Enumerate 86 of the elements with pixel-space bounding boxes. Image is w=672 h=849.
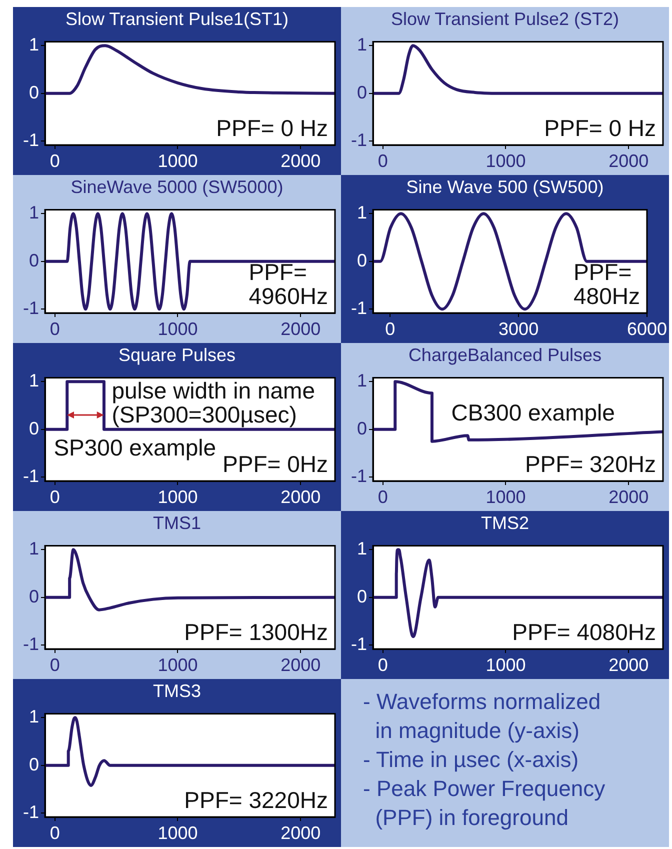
x-tick-label: 1000: [486, 486, 526, 507]
x-tick-label: 0: [385, 318, 396, 339]
x-tick-label: 3000: [498, 318, 539, 339]
chart-title: Slow Transient Pulse1(ST1): [64, 8, 290, 31]
chart-title: SineWave 5000 (SW5000): [70, 176, 284, 199]
annotation: PPF= 0 Hz: [544, 115, 656, 141]
y-tick-label: 1: [356, 370, 367, 391]
x-tick-label: 2000: [280, 318, 321, 339]
x-tick-label: 1000: [158, 486, 198, 507]
y-tick-label: -1: [22, 634, 39, 654]
x-tick-label: 1000: [486, 150, 526, 171]
x-tick-label: 6000: [626, 318, 667, 339]
chart-title: Square Pulses: [117, 344, 237, 367]
x-tick-label: 2000: [280, 486, 321, 507]
annotation: PPF= 0 Hz: [216, 115, 328, 141]
y-tick-label: 0: [356, 250, 367, 270]
y-tick-label: 1: [28, 370, 39, 391]
chart-title: ChargeBalanced Pulses: [407, 344, 603, 367]
annotation: pulse width in name (SP300=300µsec): [112, 378, 315, 428]
chart-title: TMS1: [152, 512, 202, 535]
chart-title: TMS3: [152, 680, 202, 703]
y-tick-label: 0: [28, 82, 39, 102]
y-tick-label: 0: [356, 586, 367, 606]
text: - Time in µsec (x-axis): [363, 746, 580, 774]
y-tick-label: -1: [22, 466, 39, 486]
annotation: PPF= 1300Hz: [184, 619, 328, 645]
line-series: [45, 548, 335, 612]
x-tick-label: 0: [50, 822, 60, 843]
x-tick-label: 0: [378, 654, 388, 675]
chart-title: Sine Wave 500 (SW500): [405, 176, 605, 199]
x-tick-label: 0: [50, 150, 60, 171]
x-tick-label: 0: [50, 654, 60, 675]
line-series: [45, 212, 335, 311]
y-tick-label: 0: [28, 586, 39, 606]
annotation: PPF= 320Hz: [524, 451, 656, 477]
x-tick-label: 2000: [280, 150, 321, 171]
y-tick-label: 0: [28, 418, 39, 438]
x-tick-label: 1000: [158, 150, 198, 171]
line-series: [373, 212, 647, 311]
x-tick-label: 1000: [158, 822, 198, 843]
y-tick-label: 0: [28, 754, 39, 774]
annotation: PPF= 480Hz: [573, 259, 640, 309]
y-tick-label: 0: [28, 250, 39, 270]
x-tick-label: 2000: [280, 822, 321, 843]
y-tick-label: -1: [22, 130, 39, 150]
y-tick-label: 1: [356, 34, 367, 55]
annotation: CB300 example: [451, 399, 615, 426]
x-tick-label: 2000: [608, 486, 649, 507]
line-series: [373, 44, 663, 95]
y-tick-label: 1: [28, 706, 39, 727]
x-tick-label: 0: [378, 150, 388, 171]
annotation: PPF= 0Hz: [222, 451, 328, 477]
chart-title: TMS2: [480, 512, 530, 535]
y-tick-label: -1: [350, 466, 367, 486]
y-tick-label: 1: [28, 538, 39, 559]
y-tick-label: 1: [28, 202, 39, 223]
line-series: [373, 380, 663, 443]
annotation: PPF= 4080Hz: [512, 619, 656, 645]
line-series: [45, 44, 335, 95]
annotation: PPF= 3220Hz: [184, 787, 328, 813]
x-tick-label: 2000: [280, 654, 321, 675]
y-tick-label: -1: [22, 802, 39, 822]
x-tick-label: 0: [378, 486, 388, 507]
annotation: SP300 example: [54, 434, 216, 460]
y-tick-label: -1: [22, 298, 39, 318]
x-tick-label: 0: [50, 486, 60, 507]
x-tick-label: 1000: [486, 654, 526, 675]
y-tick-label: 0: [356, 418, 367, 438]
x-tick-label: 1000: [158, 318, 198, 339]
line-series: [45, 716, 335, 787]
chart-title: Slow Transient Pulse2 (ST2): [390, 8, 620, 31]
y-tick-label: -1: [350, 130, 367, 150]
text: - Waveforms normalized in magnitude (y-axis): [363, 688, 602, 745]
line-series: [373, 548, 663, 638]
y-tick-label: 1: [356, 202, 367, 223]
y-tick-label: 0: [356, 82, 367, 102]
text: - Peak Power Frequency (PPF) in foreground: [363, 775, 606, 832]
x-tick-label: 0: [50, 318, 60, 339]
y-tick-label: 1: [356, 538, 367, 559]
annotation: PPF= 4960Hz: [248, 259, 328, 309]
y-tick-label: -1: [350, 298, 367, 318]
y-tick-label: 1: [28, 34, 39, 55]
x-tick-label: 1000: [158, 654, 198, 675]
y-tick-label: -1: [350, 634, 367, 654]
x-tick-label: 2000: [608, 150, 649, 171]
x-tick-label: 2000: [608, 654, 649, 675]
